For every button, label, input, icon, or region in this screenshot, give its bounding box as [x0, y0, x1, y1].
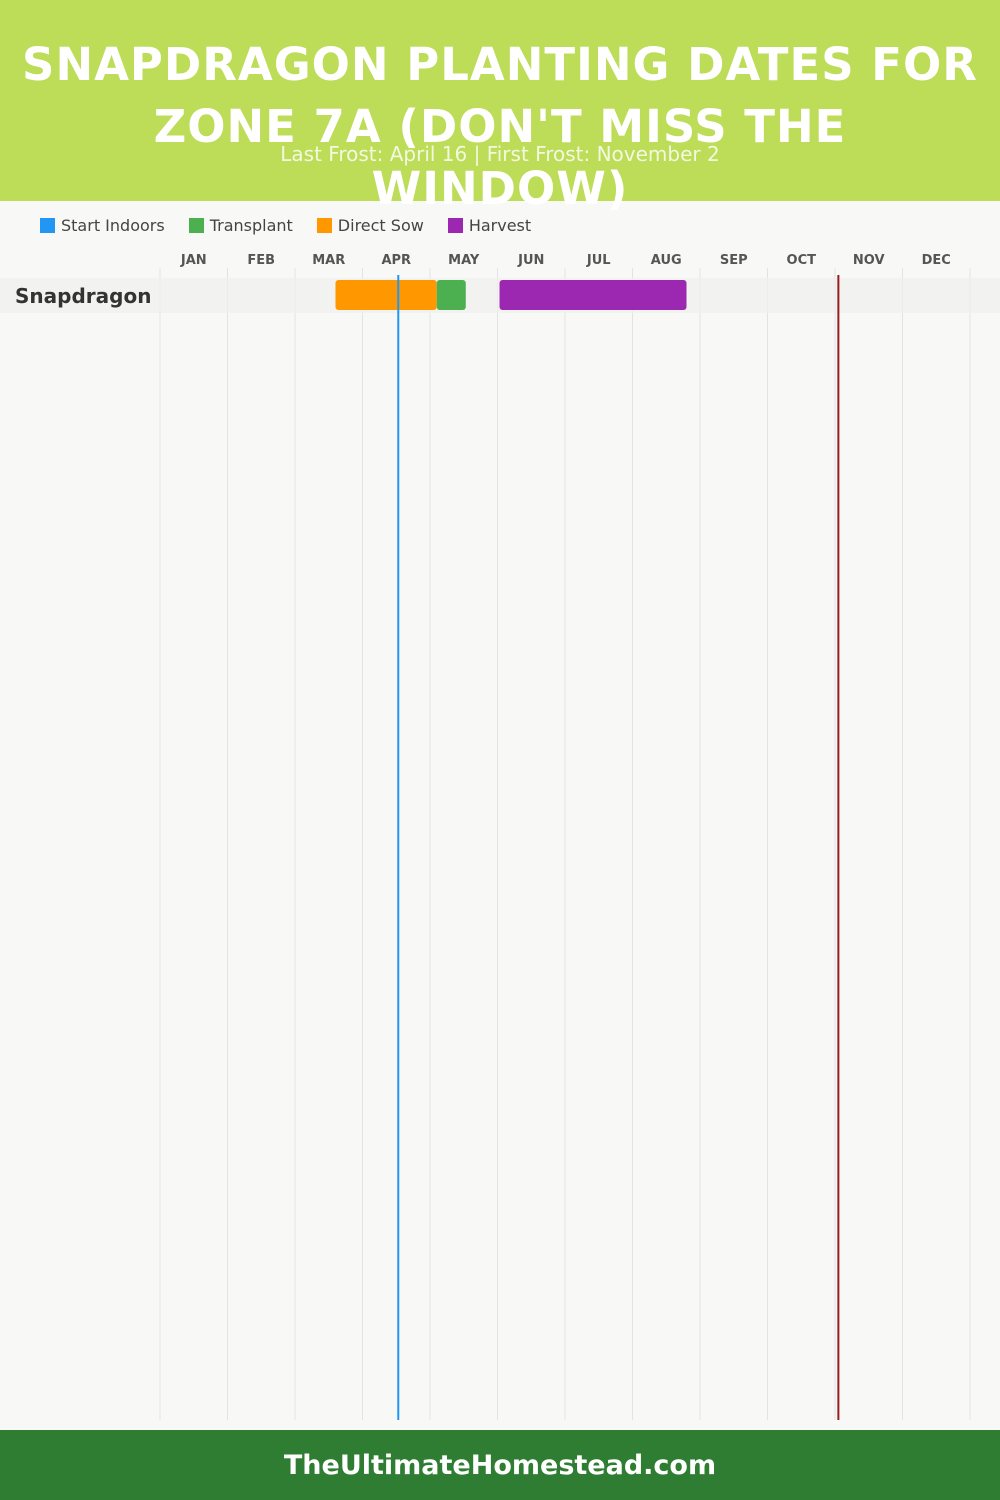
month-label-may: MAY: [448, 253, 480, 268]
row-label: Snapdragon: [15, 284, 151, 308]
legend-swatch-start-indoors: [40, 217, 55, 233]
legend-item-start-indoors: Start Indoors: [40, 216, 165, 235]
bar-transplant: [436, 280, 466, 310]
month-label-oct: OCT: [787, 253, 817, 268]
bar-harvest: [499, 280, 687, 310]
planting-calendar-chart: JAN FEB MAR APR MAY JUN JUL AUG SEP OCT NOV DEC Snap…: [0, 253, 1000, 1420]
footer-banner: TheUltimateHomestead.com: [0, 1430, 1000, 1500]
month-label-mar: MAR: [312, 253, 345, 268]
month-label-sep: SEP: [720, 253, 748, 268]
month-label-jul: JUL: [586, 253, 611, 268]
legend-item-transplant: Transplant: [188, 215, 293, 235]
legend-swatch-transplant: [188, 217, 204, 233]
month-label-jun: JUN: [517, 253, 544, 268]
frost-dates-subtitle: Last Frost: April 16 | First Frost: Nove…: [280, 142, 720, 166]
legend-swatch-harvest: [447, 217, 463, 233]
month-label-nov: NOV: [853, 253, 885, 268]
legend-item-harvest: Harvest: [447, 215, 532, 235]
page-title: Snapdragon Planting Dates for Zone 7A (D…: [22, 38, 978, 215]
header-banner: Snapdragon Planting Dates for Zone 7A (D…: [0, 0, 1000, 215]
bar-direct-sow: [335, 280, 437, 310]
month-label-aug: AUG: [651, 253, 682, 268]
chart-legend: Start Indoors Transplant Direct Sow Harv…: [40, 214, 531, 236]
legend-swatch-direct-sow: [316, 217, 332, 233]
site-url: TheUltimateHomestead.com: [283, 1449, 717, 1481]
legend-label-direct-sow: Direct Sow: [337, 215, 424, 235]
month-label-feb: FEB: [247, 253, 275, 268]
legend-label-transplant: Transplant: [209, 215, 293, 235]
legend-label-start-indoors: Start Indoors: [61, 215, 165, 235]
month-label-jan: JAN: [180, 253, 207, 268]
month-label-dec: DEC: [922, 253, 951, 268]
legend-label-harvest: Harvest: [468, 215, 532, 235]
month-label-apr: APR: [381, 253, 411, 268]
legend-item-direct-sow: Direct Sow: [316, 215, 424, 235]
